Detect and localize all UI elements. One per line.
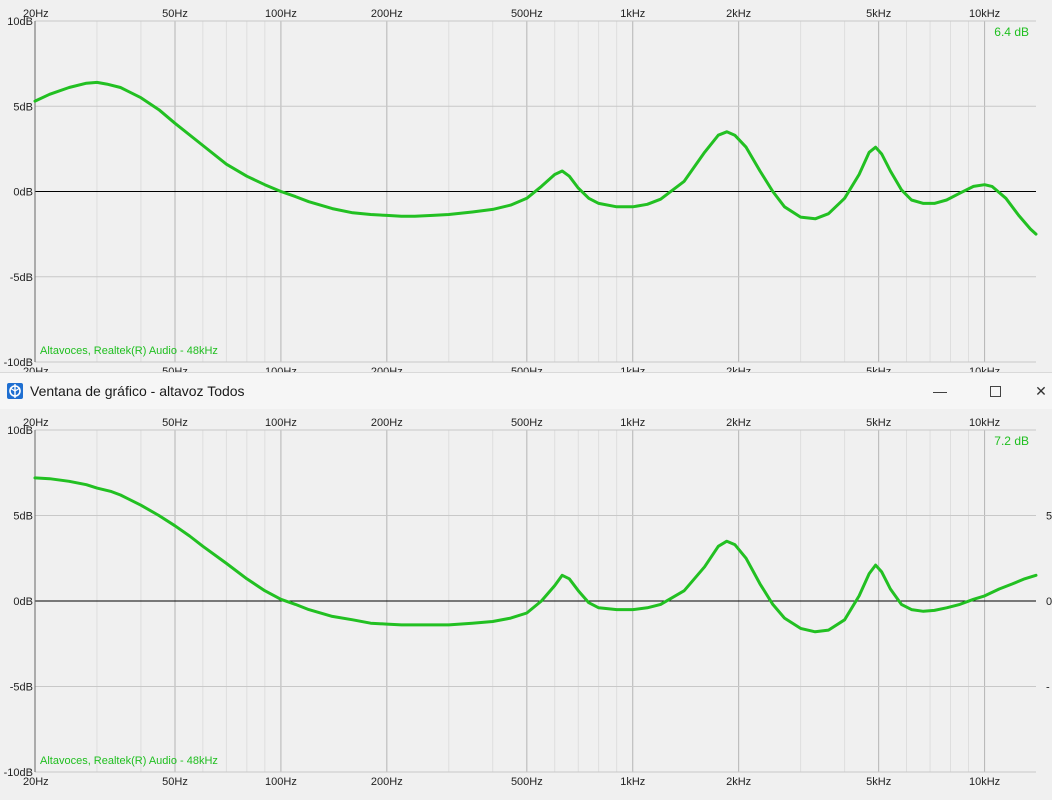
x-tick-label-top: 2kHz — [726, 8, 751, 20]
response-curve — [33, 80, 1038, 236]
x-tick-label-top: 1kHz — [620, 8, 645, 20]
x-tick-label-bottom: 100Hz — [265, 366, 297, 372]
x-tick-label-top: 20Hz — [23, 417, 49, 429]
x-tick-label-bottom: 20Hz — [23, 366, 49, 372]
minimize-button[interactable]: — — [920, 377, 960, 405]
y-tick-label: -10dB — [4, 767, 33, 779]
x-tick-label-bottom: 1kHz — [620, 776, 645, 788]
frequency-response-chart-bottom: 20Hz 20Hz 50Hz 50Hz 100Hz 100Hz 200Hz 200Hz 500H… — [4, 417, 1052, 788]
x-tick-label-bottom: 1kHz — [620, 366, 645, 372]
device-label: Altavoces, Realtek(R) Audio - 48kHz — [40, 755, 218, 767]
frequency-response-chart-top: 20Hz 20Hz 50Hz 50Hz 100Hz 100Hz 200Hz 200Hz 500H… — [4, 8, 1038, 372]
x-tick-label-top: 500Hz — [511, 8, 543, 20]
y-tick-label: 0dB — [13, 187, 33, 199]
x-tick-label-top: 500Hz — [511, 417, 543, 429]
x-tick-label-top: 2kHz — [726, 417, 751, 429]
x-tick-label-bottom: 500Hz — [511, 366, 543, 372]
x-tick-label-bottom: 2kHz — [726, 366, 751, 372]
x-tick-label-top: 10kHz — [969, 8, 1000, 20]
peak-level-label: 7.2 dB — [994, 434, 1029, 448]
x-tick-label-top: 200Hz — [371, 8, 403, 20]
close-button[interactable]: ✕ — [1030, 377, 1052, 405]
speaker-app-icon — [7, 383, 23, 399]
right-tick-label: - — [1046, 682, 1050, 694]
x-tick-label-top: 20Hz — [23, 8, 49, 20]
x-tick-label-bottom: 100Hz — [265, 776, 297, 788]
x-tick-label-bottom: 10kHz — [969, 366, 1000, 372]
x-tick-label-top: 10kHz — [969, 417, 1000, 429]
device-label: Altavoces, Realtek(R) Audio - 48kHz — [40, 345, 218, 357]
x-tick-label-bottom: 20Hz — [23, 776, 49, 788]
x-tick-label-bottom: 200Hz — [371, 366, 403, 372]
maximize-button[interactable] — [975, 377, 1015, 405]
y-tick-label: 0dB — [13, 596, 33, 608]
right-tick-label: 0 — [1046, 596, 1052, 608]
x-tick-label-bottom: 200Hz — [371, 776, 403, 788]
y-tick-label: 10dB — [7, 16, 33, 28]
maximize-icon — [989, 385, 1001, 397]
close-icon: ✕ — [1035, 382, 1047, 399]
y-tick-label: 5dB — [13, 101, 33, 113]
x-tick-label-bottom: 5kHz — [866, 776, 891, 788]
minimize-icon: — — [933, 383, 947, 399]
response-curve — [33, 476, 1038, 634]
x-tick-label-bottom: 2kHz — [726, 776, 751, 788]
x-tick-label-top: 200Hz — [371, 417, 403, 429]
x-tick-label-bottom: 10kHz — [969, 776, 1000, 788]
x-tick-label-top: 1kHz — [620, 417, 645, 429]
x-tick-label-top: 100Hz — [265, 8, 297, 20]
x-tick-label-bottom: 50Hz — [162, 776, 188, 788]
window-title-bar[interactable]: Ventana de gráfico - altavoz Todos — ✕ — [0, 372, 1052, 409]
x-tick-label-top: 50Hz — [162, 8, 188, 20]
y-tick-label: 5dB — [13, 511, 33, 523]
y-tick-label: -10dB — [4, 357, 33, 369]
window-title: Ventana de gráfico - altavoz Todos — [30, 383, 245, 399]
right-tick-label: 5 — [1046, 511, 1052, 523]
y-tick-label: 10dB — [7, 425, 33, 437]
peak-level-label: 6.4 dB — [994, 25, 1029, 39]
y-tick-label: -5dB — [10, 682, 33, 694]
x-tick-label-top: 5kHz — [866, 417, 891, 429]
x-tick-label-top: 100Hz — [265, 417, 297, 429]
x-tick-label-bottom: 500Hz — [511, 776, 543, 788]
graph-top: 20Hz 20Hz 50Hz 50Hz 100Hz 100Hz 200Hz 200Hz 500H… — [0, 0, 1052, 372]
x-tick-label-bottom: 50Hz — [162, 366, 188, 372]
x-tick-label-top: 50Hz — [162, 417, 188, 429]
x-tick-label-top: 5kHz — [866, 8, 891, 20]
graph-bottom: 20Hz 20Hz 50Hz 50Hz 100Hz 100Hz 200Hz 200Hz 500H… — [0, 408, 1052, 800]
x-tick-label-bottom: 5kHz — [866, 366, 891, 372]
y-tick-label: -5dB — [10, 272, 33, 284]
